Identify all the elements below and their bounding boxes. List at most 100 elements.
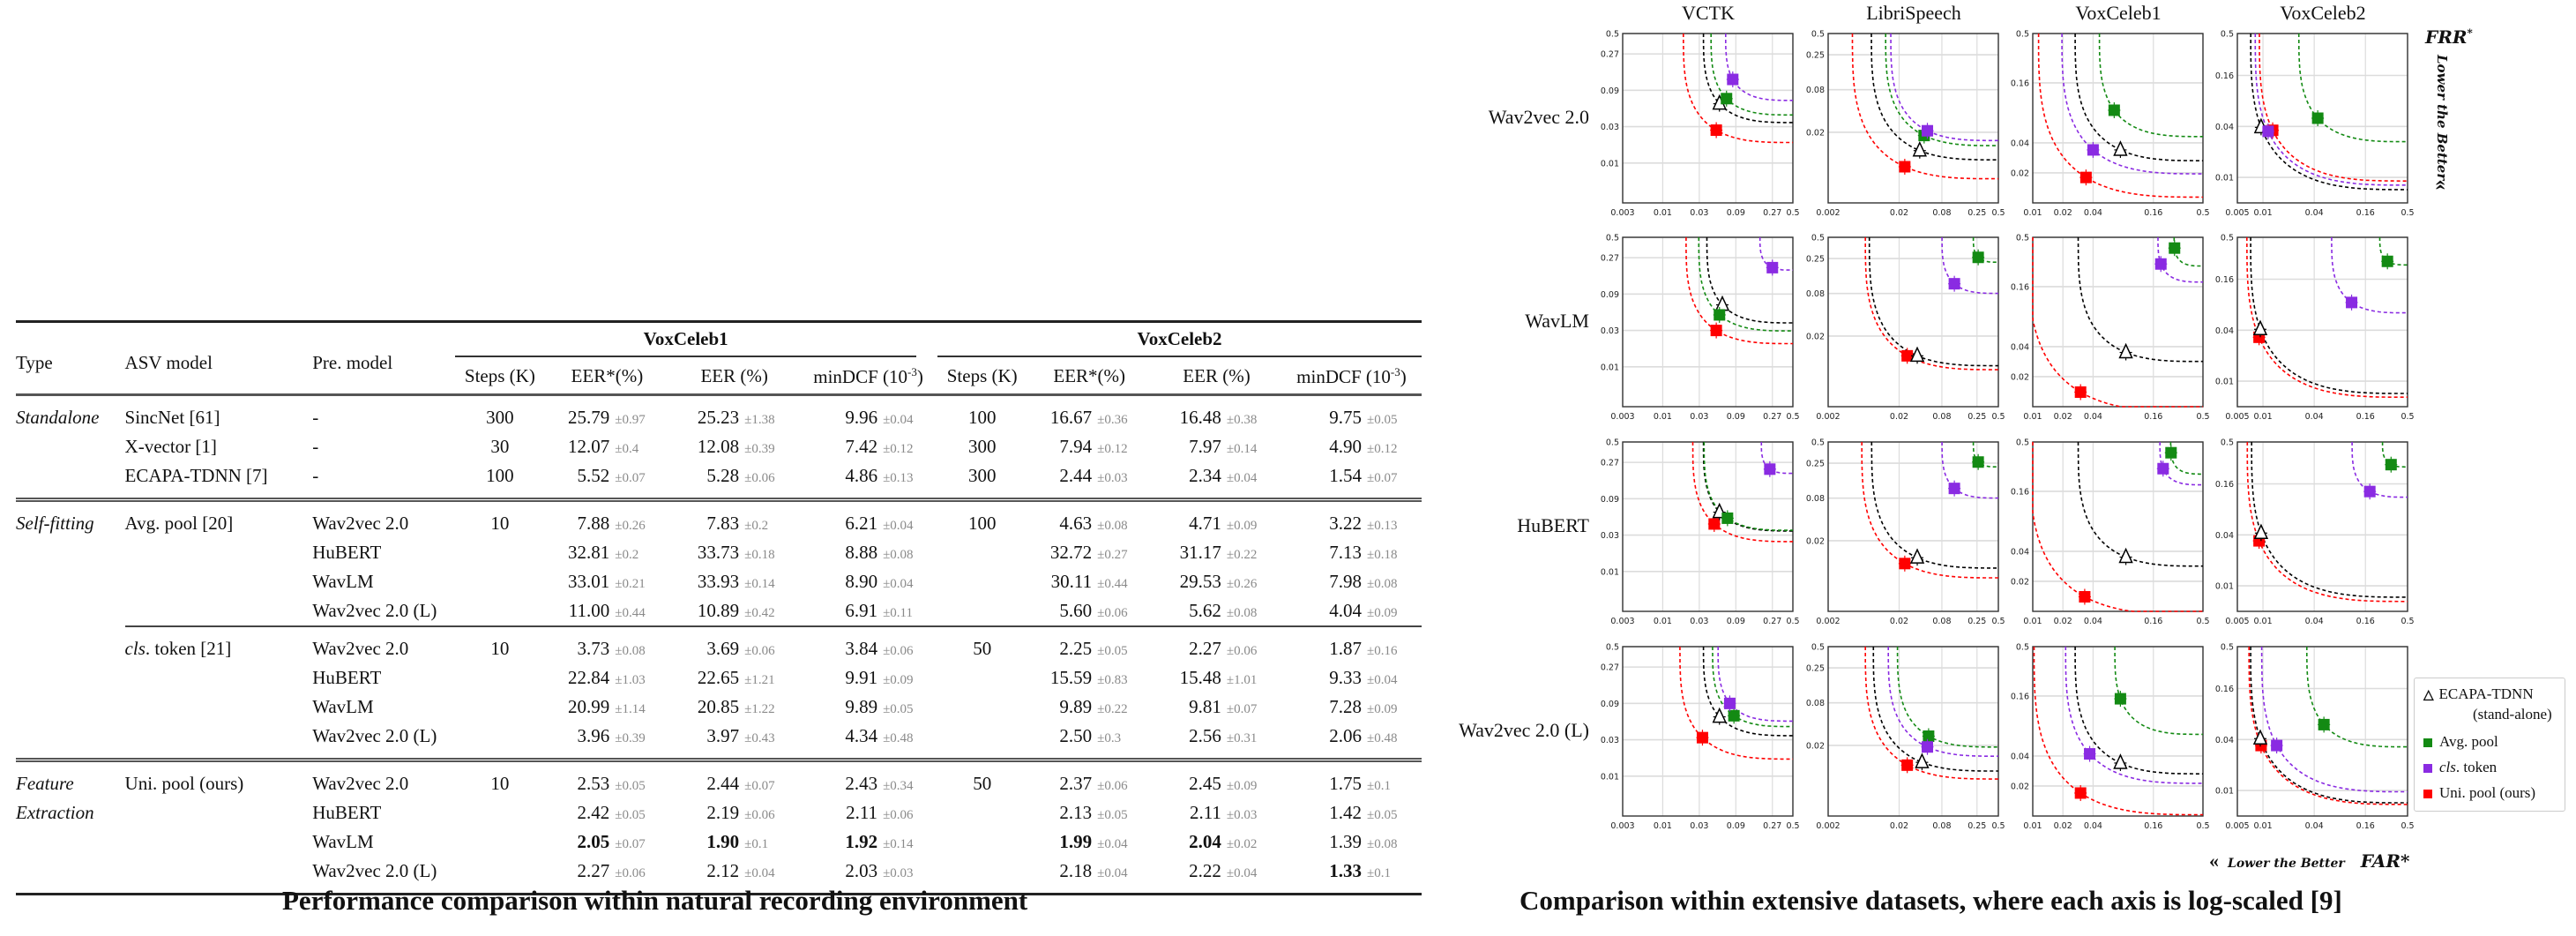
metric-std: ±0.38 [1226,413,1258,427]
panel-frame [1622,646,1794,817]
metric-value: 7.13 [1329,542,1362,563]
metric-std: ±1.01 [1226,673,1258,687]
series-avg-curve [1712,646,1793,728]
metric-value: 1.99 [1059,831,1093,852]
type-cell [16,432,125,461]
metric-cell: 1.39 ±0.08 [1281,827,1422,857]
metric-value: 5.52 [577,465,610,486]
mindcf-exponent: -3 [907,364,917,378]
metric-std: ±0.08 [1367,577,1398,591]
series-ecapa-curve [2074,647,2204,775]
metric-value: 2.44 [706,773,740,794]
legend-label-italic: cls [2439,759,2456,775]
x-tick-label: 0.04 [2305,412,2324,422]
metric-cell: 2.44 ±0.07 [669,769,799,798]
series-avg-marker [1972,456,1984,468]
column-title: VCTK [1682,2,1735,24]
x-tick-label: 0.04 [2305,821,2324,831]
x-tick-label: 0.02 [1890,412,1908,422]
asv-model-cell [125,798,313,827]
metric-cell: 2.06 ±0.48 [1281,722,1422,751]
spacer [16,396,1422,403]
x-tick-label: 0.03 [1690,617,1708,626]
metric-std: ±0.18 [1367,548,1398,562]
table-row: WavLM 20.99 ±1.14 20.85 ±1.22 9.89 ±0.05 9.89 ±0… [16,693,1422,722]
y-tick-label: 0.5 [1811,643,1825,653]
x-tick-label: 0.5 [2401,208,2414,218]
series-uni-marker [1710,124,1722,137]
metric-cell: 9.89 ±0.22 [1027,693,1152,722]
x-tick-label: 0.5 [1991,208,2005,218]
series-uni-marker [1901,349,1914,362]
type-cell: Feature [16,773,74,794]
asv-model-cell [125,827,313,857]
y-tick-label: 0.27 [1601,459,1619,468]
metric-value: 11.00 [568,600,610,621]
metric-std: ±0.06 [883,808,914,822]
col-header-eer-star: EER*(%) [1053,364,1126,386]
y-tick-label: 0.04 [2215,326,2234,336]
series-cls-curve [1890,33,1998,142]
metric-value: 32.72 [1049,542,1093,563]
x-tick-label: 0.01 [1654,821,1672,831]
metric-value: 33.93 [697,571,740,592]
y-tick-label: 0.03 [1601,531,1619,541]
series-avg-curve [1972,442,1998,468]
asv-model-cell: X-vector [1] [124,436,217,457]
row-label: Wav2vec 2.0 [1488,106,1589,128]
metric-std: ±0.44 [1097,577,1128,591]
column-title: VoxCeleb1 [2075,2,2162,24]
metric-value: 7.97 [1189,436,1221,457]
x-tick-label: 0.005 [2225,821,2249,831]
type-cell [16,567,125,596]
panel-frame [2032,236,2204,408]
y-tick-label: 0.01 [1601,363,1619,372]
steps-cell: 100 [967,407,997,428]
x-tick-label: 0.02 [1890,821,1908,831]
metric-value: 25.23 [697,407,740,428]
metric-cell: 2.12 ±0.04 [669,857,799,886]
x-tick-label: 0.01 [2253,617,2272,626]
metric-std: ±0.06 [744,808,775,822]
metric-std: ±0.09 [883,673,914,687]
y-tick-label: 0.01 [1601,159,1619,168]
metric-value: 9.81 [1189,696,1221,717]
metric-cell: 4.34 ±0.48 [799,722,937,751]
steps-cell [937,663,1027,693]
metric-cell: 1.75 ±0.1 [1281,769,1422,798]
metric-value: 2.37 [1059,773,1093,794]
series-uni-curve [2037,34,2204,198]
metric-cell: 2.18 ±0.04 [1027,857,1152,886]
metric-value: 2.27 [1189,638,1221,659]
series-avg-curve [1703,441,1793,531]
series-avg-marker [2108,104,2120,116]
metric-cell: 25.23 ±1.38 [669,403,799,432]
series-ecapa-curve [1702,442,1793,532]
series-cls-marker [2154,258,2167,270]
series-avg-marker [1721,93,1733,105]
metric-std: ±0.03 [1226,808,1258,822]
metric-cell: 25.79 ±0.97 [545,403,670,432]
metric-std: ±0.02 [1226,837,1258,851]
series-cls-marker [1764,463,1776,475]
x-tick-label: 0.04 [2305,208,2324,218]
metric-std: ±0.1 [744,837,769,851]
series-ecapa-marker [1915,753,1930,768]
series-avg-curve [2114,647,2203,736]
metric-cell: 33.73 ±0.18 [669,538,799,567]
col-header-steps: Steps (K) [464,364,535,386]
x-tick-label: 0.04 [2084,208,2102,218]
metric-std: ±0.04 [1226,471,1258,485]
metric-cell: 16.48 ±0.38 [1152,403,1281,432]
metric-cell: 5.52 ±0.07 [545,461,670,490]
series-uni-curve [2033,647,2203,816]
metric-value: 1.92 [845,831,878,852]
series-ecapa-curve [2074,34,2204,161]
x-tick-label: 0.09 [1727,208,1745,218]
table-row: Standalone SincNet [61] - 300 25.79 ±0.97 25.2… [16,403,1422,432]
table-row: HuBERT 32.81 ±0.2 33.73 ±0.18 8.88 ±0.08 32.72 ±… [16,538,1422,567]
series-avg-curve [1710,34,1793,116]
rule-line [16,320,1422,324]
x-tick-label: 0.002 [1816,412,1840,422]
steps-cell: 100 [967,513,997,534]
